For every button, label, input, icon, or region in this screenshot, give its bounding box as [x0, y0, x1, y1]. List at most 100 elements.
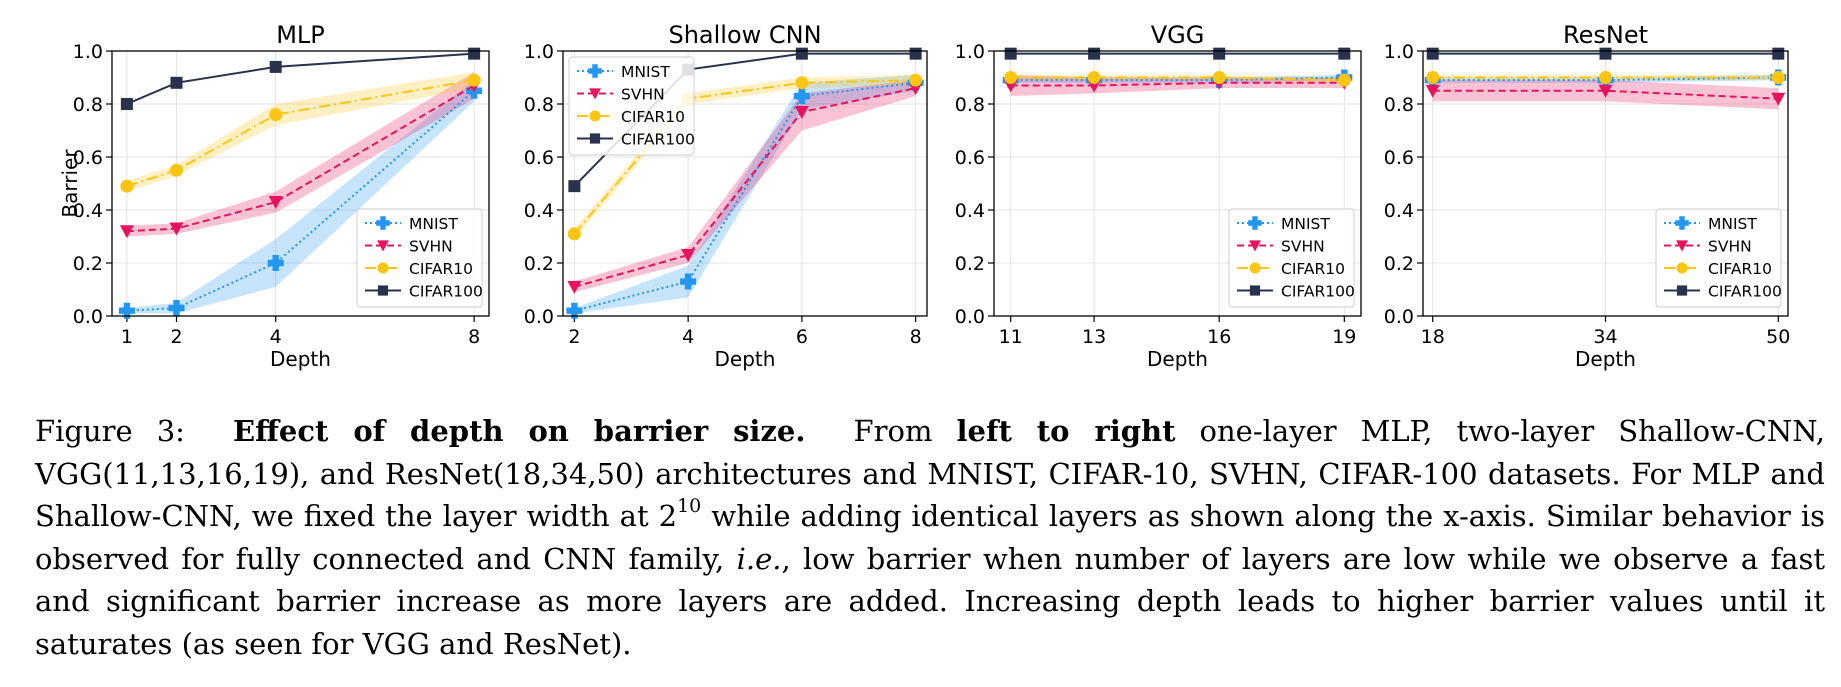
series-line-svhn: [574, 87, 916, 288]
chart-panel-1: 0.0 0.2 0.4 0.6 0.8 1.0 1 2 4 8 MLP Depth Barrier MNI…: [58, 21, 490, 371]
x-tick-label: 2: [568, 326, 580, 348]
y-tick-label: 0.6: [524, 147, 554, 169]
x-tick-label: 4: [270, 326, 282, 348]
legend-label: MNIST: [1708, 215, 1757, 233]
legend-box: [1655, 208, 1782, 308]
y-tick-label: 0.0: [1384, 306, 1414, 328]
y-tick-label: 0.8: [73, 94, 103, 116]
x-tick-label: 11: [999, 326, 1023, 348]
legend-label: CIFAR10: [1281, 260, 1345, 278]
chart-panel-3: 0.0 0.2 0.4 0.6 0.8 1.0 11 13 16 19 VGG Depth MNIST S…: [955, 21, 1362, 371]
legend-marker-mnist: [1675, 216, 1689, 230]
legend-marker-svhn: [377, 240, 389, 252]
y-tick-label: 0.4: [73, 200, 103, 222]
axes-frame: [562, 50, 928, 317]
chart-title: Shallow CNN: [668, 21, 821, 49]
data-point-cifar100: [1599, 47, 1612, 60]
data-point-cifar10: [567, 227, 581, 241]
data-point-cifar100: [1004, 47, 1017, 60]
y-tick-label: 1.0: [1384, 41, 1414, 63]
data-point-svhn: [1598, 84, 1613, 98]
y-tick-label: 0.6: [73, 147, 103, 169]
data-point-cifar100: [1772, 47, 1785, 60]
data-point-mnist: [267, 255, 284, 271]
data-point-svhn: [169, 222, 184, 236]
legend-label: CIFAR100: [1708, 283, 1782, 301]
y-tick-label: 1.0: [73, 41, 103, 63]
confidence-band-mnist: [574, 74, 916, 314]
legend-box: [568, 56, 695, 156]
chart-panel-2: 0.0 0.2 0.4 0.6 0.8 1.0 2 4 6 8 Shallow CNN Depth MN…: [524, 21, 928, 371]
x-axis-label: Depth: [715, 347, 776, 371]
legend: MNIST SVHN CIFAR10 CIFAR100: [1655, 208, 1782, 308]
legend-marker-svhn: [1676, 240, 1688, 252]
y-tick-label: 0.2: [1384, 253, 1414, 275]
x-tick-label: 2: [170, 326, 182, 348]
data-point-cifar10: [1337, 73, 1351, 87]
y-tick-label: 1.0: [524, 41, 554, 63]
legend: MNIST SVHN CIFAR10 CIFAR100: [568, 56, 695, 156]
series-line-svhn: [1432, 89, 1779, 100]
data-point-cifar10: [1004, 71, 1018, 84]
series-line-cifar100: [126, 52, 475, 105]
x-tick-label: 8: [468, 326, 480, 348]
confidence-band-cifar10: [574, 74, 916, 240]
caption-exponent: 10: [677, 494, 702, 517]
x-tick-label: 19: [1332, 326, 1356, 348]
data-point-cifar100: [120, 98, 133, 110]
data-point-cifar10: [1087, 71, 1101, 84]
legend-marker-svhn: [589, 88, 601, 100]
data-point-svhn: [567, 280, 582, 294]
data-point-mnist: [793, 88, 810, 105]
data-point-svhn: [268, 196, 283, 210]
y-tick-label: 0.6: [955, 147, 985, 169]
data-point-cifar100: [909, 47, 922, 60]
x-axis-label: Depth: [1575, 347, 1636, 371]
chart-panel-4: 0.0 0.2 0.4 0.6 0.8 1.0 18 34 50 ResNet Depth MNIST…: [1384, 21, 1791, 371]
axes-frame: [1422, 50, 1789, 317]
legend-label: CIFAR100: [409, 283, 483, 301]
figure-panels: 0.0 0.2 0.4 0.6 0.8 1.0 1 2 4 8 MLP Depth Barrier MNI…: [58, 21, 1791, 371]
caption-text: From: [853, 414, 933, 448]
data-point-cifar10: [1212, 71, 1226, 84]
data-point-mnist: [118, 302, 135, 319]
legend-label: MNIST: [621, 63, 670, 81]
data-point-cifar100: [795, 47, 808, 60]
data-point-mnist: [680, 273, 697, 290]
legend-marker-cifar100: [377, 285, 389, 296]
data-point-svhn: [1425, 84, 1440, 98]
y-tick-label: 1.0: [955, 41, 985, 63]
legend-marker-svhn: [1249, 240, 1261, 252]
x-axis-label: Depth: [270, 347, 331, 371]
x-tick-label: 8: [910, 326, 922, 348]
y-axis-label: Barrier: [58, 149, 82, 218]
data-point-cifar10: [169, 163, 183, 177]
legend-box: [356, 208, 483, 308]
x-tick-label: 4: [682, 326, 694, 348]
data-point-mnist: [566, 302, 583, 319]
caption-italic: i.e.: [736, 541, 782, 576]
caption-label: Figure 3:: [35, 414, 185, 448]
figure-caption: Figure 3: Effect of depth on barrier siz…: [35, 410, 1825, 665]
x-tick-label: 1: [121, 326, 133, 348]
data-point-cifar100: [269, 60, 282, 73]
y-tick-label: 0.0: [73, 306, 103, 328]
legend-label: SVHN: [621, 86, 665, 104]
data-point-cifar100: [468, 47, 481, 60]
legend-marker-mnist: [588, 64, 602, 78]
x-axis-label: Depth: [1147, 347, 1208, 371]
series-line-mnist: [574, 81, 916, 312]
data-point-cifar10: [909, 73, 923, 87]
legend-marker-cifar10: [377, 262, 389, 274]
y-tick-label: 0.0: [524, 306, 554, 328]
series-line-svhn: [1010, 81, 1345, 87]
legend-box: [1228, 208, 1355, 308]
caption-text: , low barrier when number of layers are …: [35, 541, 1826, 661]
y-tick-label: 0.2: [73, 253, 103, 275]
series-line-mnist: [1010, 76, 1345, 82]
chart-title: VGG: [1151, 21, 1205, 49]
data-point-cifar100: [568, 180, 581, 193]
legend-marker-cifar10: [1676, 262, 1688, 274]
chart-title: MLP: [276, 21, 325, 49]
legend-label: CIFAR10: [1708, 260, 1772, 278]
